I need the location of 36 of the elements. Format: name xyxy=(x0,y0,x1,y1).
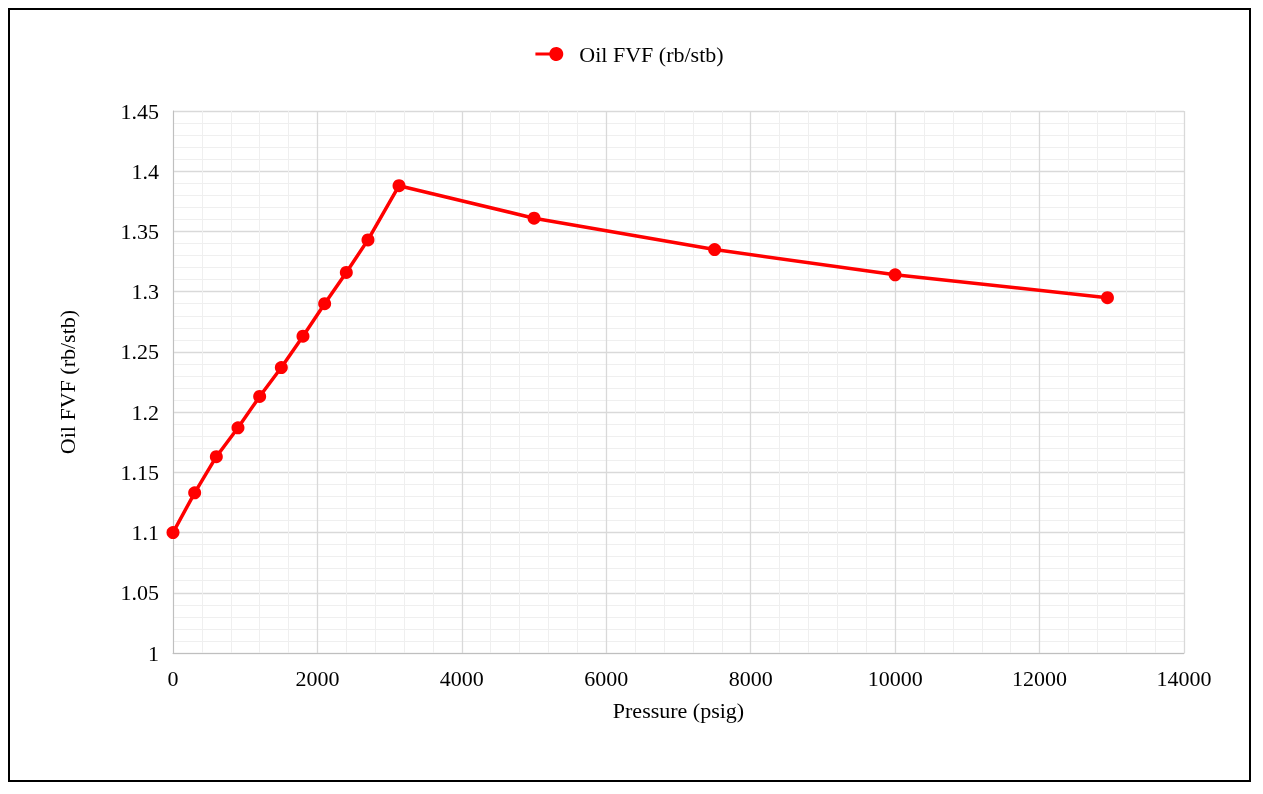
x-tick-label: 4000 xyxy=(439,665,484,691)
x-tick-label: 12000 xyxy=(1012,665,1068,691)
point xyxy=(166,526,180,540)
point xyxy=(209,450,223,464)
y-tick-label: 1.3 xyxy=(131,279,159,305)
point xyxy=(1100,291,1114,305)
point xyxy=(188,486,202,500)
y-tick-label: 1 xyxy=(148,640,159,666)
legend-label: Oil FVF (rb/stb) xyxy=(579,41,724,67)
y-tick-label: 1.15 xyxy=(120,459,159,485)
point xyxy=(392,179,406,193)
x-tick-label: 14000 xyxy=(1156,665,1212,691)
y-tick-label: 1.25 xyxy=(120,339,159,365)
x-tick-label: 2000 xyxy=(295,665,340,691)
x-tick-label: 0 xyxy=(167,665,179,691)
point xyxy=(274,361,288,375)
point xyxy=(318,297,332,311)
y-tick-label: 1.05 xyxy=(120,580,159,606)
x-tick-label: 10000 xyxy=(867,665,923,691)
point xyxy=(296,329,310,343)
point xyxy=(888,268,902,282)
point xyxy=(527,211,541,225)
point xyxy=(253,389,267,403)
point xyxy=(708,243,722,257)
y-axis-title: Oil FVF (rb/stb) xyxy=(54,309,80,455)
y-tick-label: 1.35 xyxy=(120,218,159,244)
y-tick-label: 1.4 xyxy=(131,158,159,184)
y-tick-label: 1.45 xyxy=(120,98,159,124)
point xyxy=(339,265,353,279)
x-tick-label: 6000 xyxy=(584,665,629,691)
x-tick-label: 8000 xyxy=(728,665,773,691)
y-tick-label: 1.2 xyxy=(131,399,159,425)
point xyxy=(361,233,375,247)
x-axis-title: Pressure (psig) xyxy=(612,697,745,723)
point xyxy=(231,421,245,435)
y-tick-label: 1.1 xyxy=(131,520,159,546)
